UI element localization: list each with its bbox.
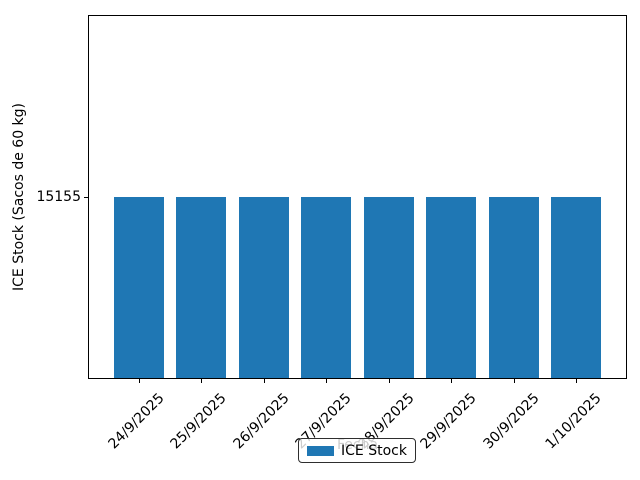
bar — [238, 197, 289, 378]
bar — [551, 197, 602, 378]
legend: ICE Stock — [298, 438, 416, 463]
x-tick-mark — [514, 379, 515, 383]
x-tick-mark — [451, 379, 452, 383]
legend-label: ICE Stock — [341, 442, 407, 459]
plot-area — [88, 15, 627, 379]
y-tick-label: 15155 — [36, 189, 81, 205]
x-tick-mark — [201, 379, 202, 383]
x-tick-mark — [326, 379, 327, 383]
bar — [363, 197, 414, 378]
bar — [301, 197, 352, 378]
x-tick-mark — [389, 379, 390, 383]
bar — [426, 197, 477, 378]
y-tick-mark — [84, 197, 88, 198]
x-tick-mark — [576, 379, 577, 383]
bar — [176, 197, 227, 378]
x-tick-mark — [139, 379, 140, 383]
x-tick-mark — [264, 379, 265, 383]
legend-swatch — [307, 445, 334, 456]
bar — [114, 197, 164, 378]
bar — [488, 197, 539, 378]
